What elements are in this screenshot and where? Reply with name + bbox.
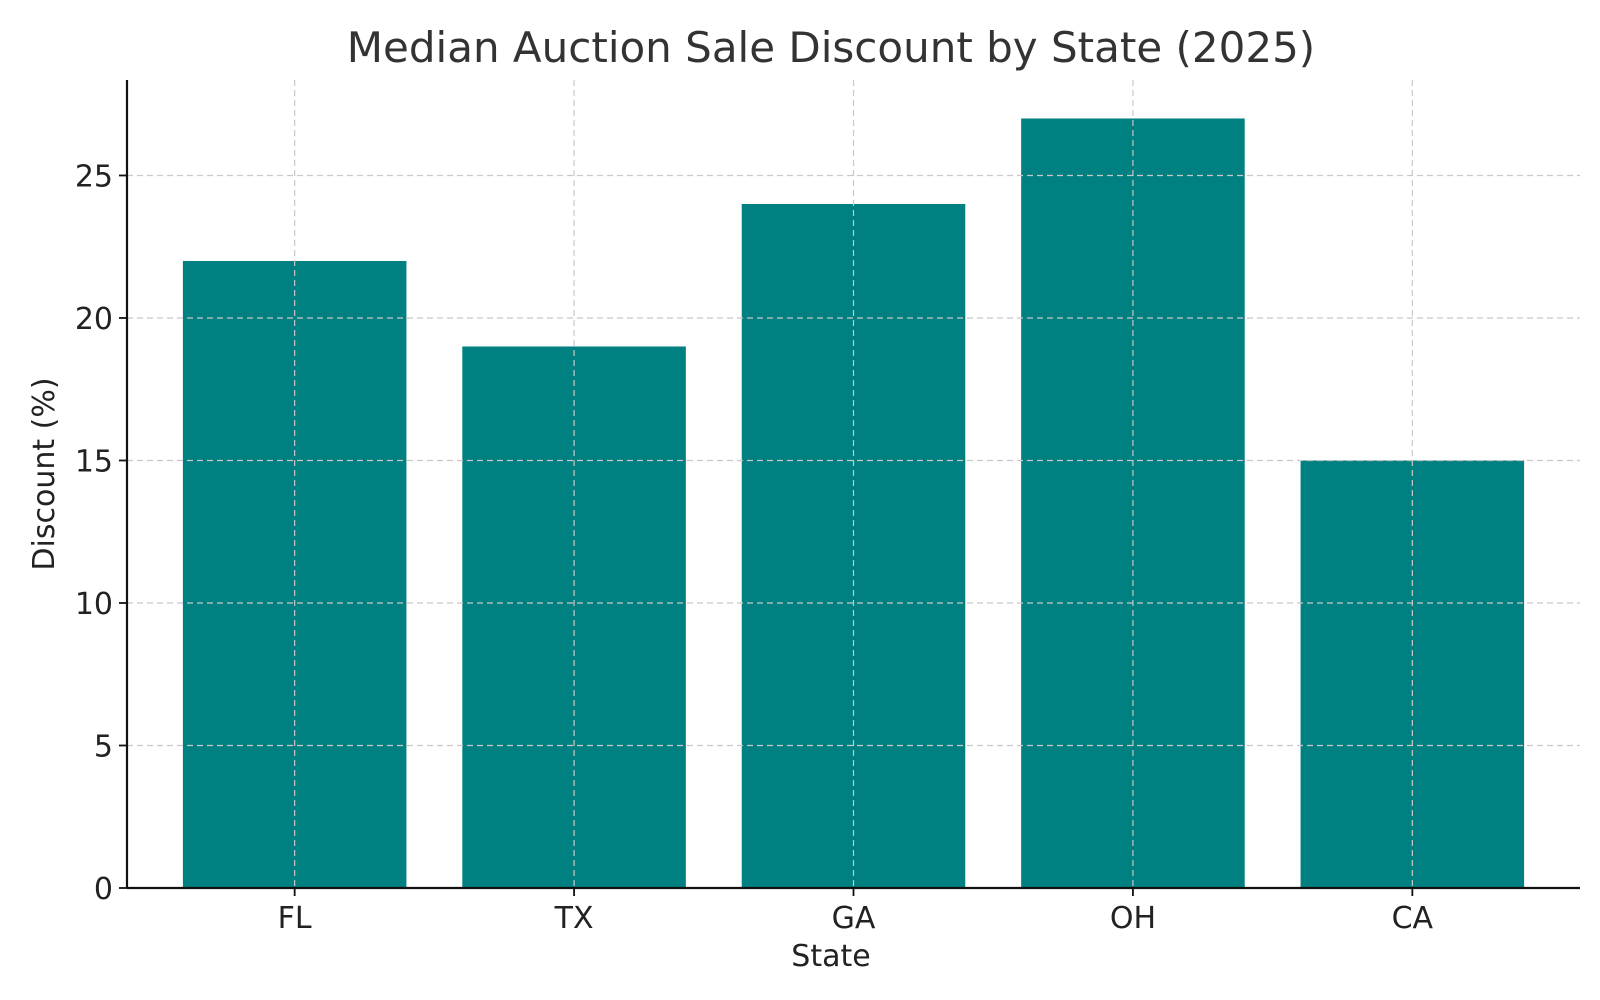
x-tick-label-ga: GA	[832, 901, 876, 936]
x-axis-label: State	[791, 939, 870, 974]
y-tick-label: 20	[75, 302, 113, 337]
y-axis-label: Discount (%)	[27, 377, 62, 570]
x-tick-label-tx: TX	[554, 901, 594, 936]
x-tick-label-fl: FL	[278, 901, 312, 936]
grid-lines	[127, 80, 1580, 889]
x-tick-label-ca: CA	[1392, 901, 1434, 936]
chart-title: Median Auction Sale Discount by State (2…	[347, 23, 1315, 72]
tick-labels: 0 5 10 15 20 25 FL TX GA OH CA	[75, 159, 1434, 936]
y-tick-label: 15	[75, 444, 113, 479]
y-tick-label: 0	[94, 872, 113, 907]
axes	[119, 80, 1580, 896]
y-tick-label: 10	[75, 587, 113, 622]
bar-tx	[462, 346, 686, 888]
y-tick-label: 5	[94, 729, 113, 764]
x-tick-label-oh: OH	[1110, 901, 1156, 936]
y-tick-label: 25	[75, 159, 113, 194]
